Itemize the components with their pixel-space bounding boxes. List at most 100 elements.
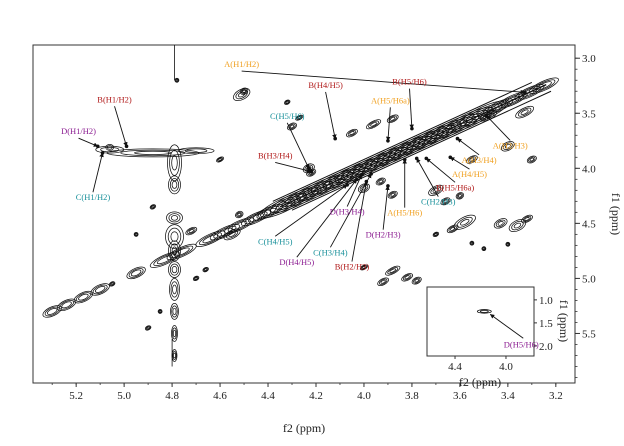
contour-line [404,275,410,280]
contour-line [184,148,208,153]
contour-line [284,99,291,105]
inset-plot: 4.4 4.0 1.0 1.5 2.0D(H5/H6) f2 (ppm) f1 (ppm… [426,286,571,389]
contour-line [502,142,513,151]
contour-line [529,157,535,162]
contour-line [441,198,450,205]
contour-line [432,187,440,193]
contour-line [515,105,535,119]
contour-line [377,178,385,185]
annotation-arrow [425,158,456,183]
inset-x-axis-title: f2 (ppm) [459,375,501,389]
contour-line [169,178,180,192]
annotation-layer: A(H1/H2) A(H5/H6a) A(H2/H3) A(H3/H4) A(H4/H5… [61,59,528,272]
contour-line [172,350,177,361]
peak-marker [424,156,429,161]
annotation-arrow [325,91,337,140]
contour-line [242,89,246,93]
contour-line [170,281,179,298]
contour-line [513,222,522,229]
x-tick-label: 3.4 [501,390,515,402]
contour-line [59,300,75,310]
annotation-arrow [449,156,470,170]
contour-line [236,211,243,218]
contour-line [108,281,116,287]
contour-line [359,264,368,271]
contour-line [198,232,222,246]
inset-peak-label: D(H5/H6) [504,339,539,349]
contour-line [75,292,91,302]
contour-line [216,156,225,163]
contour-line [470,241,474,245]
contour-line [501,141,515,152]
contour-line [171,325,178,342]
contour-line [150,204,156,209]
contour-line [386,114,399,124]
contour-line [46,308,58,315]
peak-label: A(H5/H6) [387,208,422,218]
y-tick-label: 3.5 [582,108,596,120]
contour-line [146,326,150,330]
contour-line [165,224,184,249]
peak-label: C(H5/H6) [270,111,305,121]
annotation-arrow [241,70,526,95]
x-tick-label: 4.2 [309,390,323,402]
annotation-arrow [385,107,391,142]
peak-label: B(H1/H2) [97,94,132,104]
contour-line [171,305,178,318]
peak-label: B(H3/H4) [258,150,293,160]
peak-marker [369,172,373,176]
contour-line [349,131,355,135]
y-tick-label: 4.0 [582,163,596,175]
contour-line [378,179,383,184]
contour-line [448,225,457,232]
contour-line [157,309,163,314]
contour-line [387,267,399,275]
contour-line [61,301,72,309]
peak-marker [100,151,105,155]
contour-line [520,109,529,115]
contour-line [493,218,508,229]
contour-line [167,227,182,246]
diagonal-ridge [291,90,552,211]
annotation-arrow [286,122,310,169]
contour-line [357,183,370,194]
contour-line [456,216,473,228]
contour-line [158,309,162,314]
contour-line [202,266,209,273]
contour-line [193,276,199,281]
contour-line [227,219,251,232]
annotation-arrow [296,178,358,258]
peak-marker [95,144,100,149]
contour-line [380,279,386,284]
contour-line [78,293,89,301]
contour-line [134,150,172,155]
contour-layer [42,45,559,367]
contour-line [365,119,382,130]
inset-y-tick-label: 1.0 [539,295,553,307]
contour-line [235,210,244,219]
peak-marker [484,113,489,118]
x-axis-title: f2 (ppm) [283,421,325,435]
x-tick-label: 4.0 [357,390,371,402]
peak-label: B(H5/H6a) [436,182,474,192]
contour-line [194,277,198,280]
contour-line [288,123,296,130]
contour-line [296,115,303,120]
peak-label: C(H4/H5) [258,236,293,246]
peak-label: A(H4/H5) [452,169,487,179]
contour-line [170,303,179,320]
contour-line [361,265,367,270]
contour-line [285,100,289,104]
contour-line [402,274,412,281]
annotation-arrow [274,184,348,237]
contour-line [368,120,379,128]
y-axis-title: f1 (ppm) [609,193,623,235]
contour-line [256,206,280,219]
contour-line [158,310,162,313]
contour-line [289,124,295,129]
inset-contour [476,309,492,314]
peak-marker [333,136,337,141]
inset-y-tick-label: 2.0 [539,341,553,353]
contour-line [467,156,477,163]
